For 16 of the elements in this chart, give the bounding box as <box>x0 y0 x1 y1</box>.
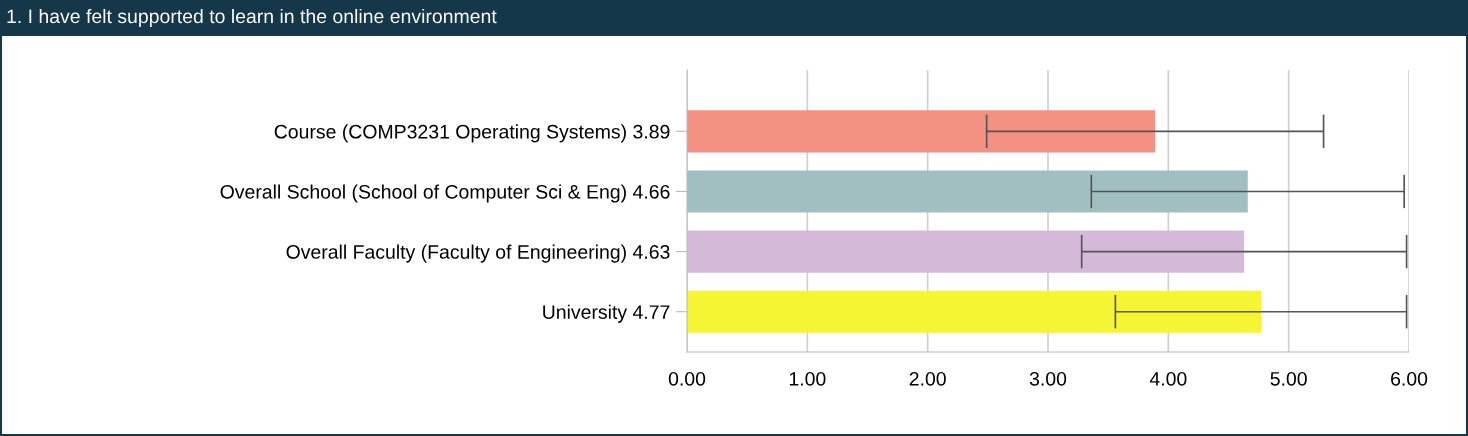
x-tick-label: 0.00 <box>668 371 706 386</box>
y-tick-label: University 4.77 <box>543 304 670 323</box>
bar <box>687 230 1245 273</box>
x-tick-label: 1.00 <box>789 371 826 386</box>
x-tick-label: 3.00 <box>1029 371 1067 386</box>
bar <box>687 110 1156 153</box>
x-tick-label: 4.00 <box>1149 371 1187 386</box>
y-tick-label: Overall Faculty (Faculty of Engineering) 4.63 <box>286 244 670 263</box>
x-tick-label: 2.00 <box>909 371 946 386</box>
y-tick-label: Course (COMP3231 Operating Systems) 3.89 <box>274 124 670 143</box>
x-tick-label: 5.00 <box>1270 371 1307 386</box>
x-tick-label: 6.00 <box>1391 371 1428 386</box>
y-tick-label: Overall School (School of Computer Sci & Eng) 4.66 <box>220 184 670 203</box>
bar <box>687 170 1248 213</box>
text: 1. I have felt supported to learn in the online environment <box>7 8 497 28</box>
bar <box>687 290 1261 333</box>
